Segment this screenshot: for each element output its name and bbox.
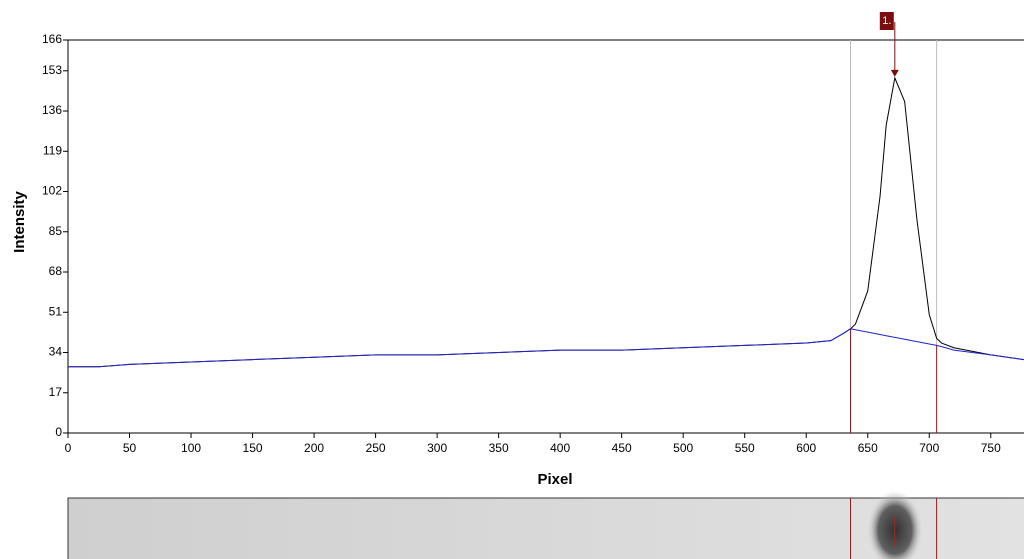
x-tick-label: 650 [858, 441, 878, 455]
x-tick-label: 200 [304, 441, 324, 455]
y-tick-label: 51 [49, 304, 63, 318]
x-axis-label: Pixel [537, 471, 572, 488]
y-tick-label: 166 [42, 32, 62, 46]
y-tick-label: 17 [49, 385, 63, 399]
peak-arrowhead [891, 70, 899, 77]
y-tick-label: 85 [49, 224, 63, 238]
y-tick-label: 136 [42, 103, 62, 117]
x-tick-label: 550 [735, 441, 755, 455]
y-tick-label: 68 [49, 264, 63, 278]
y-tick-label: 0 [55, 425, 62, 439]
x-tick-label: 450 [612, 441, 632, 455]
y-tick-label: 34 [49, 345, 63, 359]
x-tick-label: 500 [673, 441, 693, 455]
x-tick-label: 50 [123, 441, 137, 455]
profile-line [68, 329, 1024, 367]
x-tick-label: 750 [981, 441, 1001, 455]
x-tick-label: 300 [427, 441, 447, 455]
x-tick-label: 250 [366, 441, 386, 455]
y-tick-label: 119 [43, 143, 62, 157]
x-tick-label: 150 [243, 441, 263, 455]
x-tick-label: 700 [919, 441, 939, 455]
y-axis-label: Intensity [11, 191, 28, 253]
profile-view: Pixel Intensity 0 17 34 51 68 85 102 119 136 153 1… [0, 0, 1024, 559]
x-tick-label: 350 [489, 441, 509, 455]
x-tick-label: 0 [65, 441, 72, 455]
x-tick-label: 600 [796, 441, 816, 455]
y-tick-label: 153 [42, 63, 62, 77]
y-tick-label: 102 [42, 184, 62, 198]
peak-label: 1. [882, 15, 891, 27]
x-tick-label: 100 [181, 441, 201, 455]
x-tick-label: 400 [550, 441, 570, 455]
profile-line [68, 78, 1024, 367]
